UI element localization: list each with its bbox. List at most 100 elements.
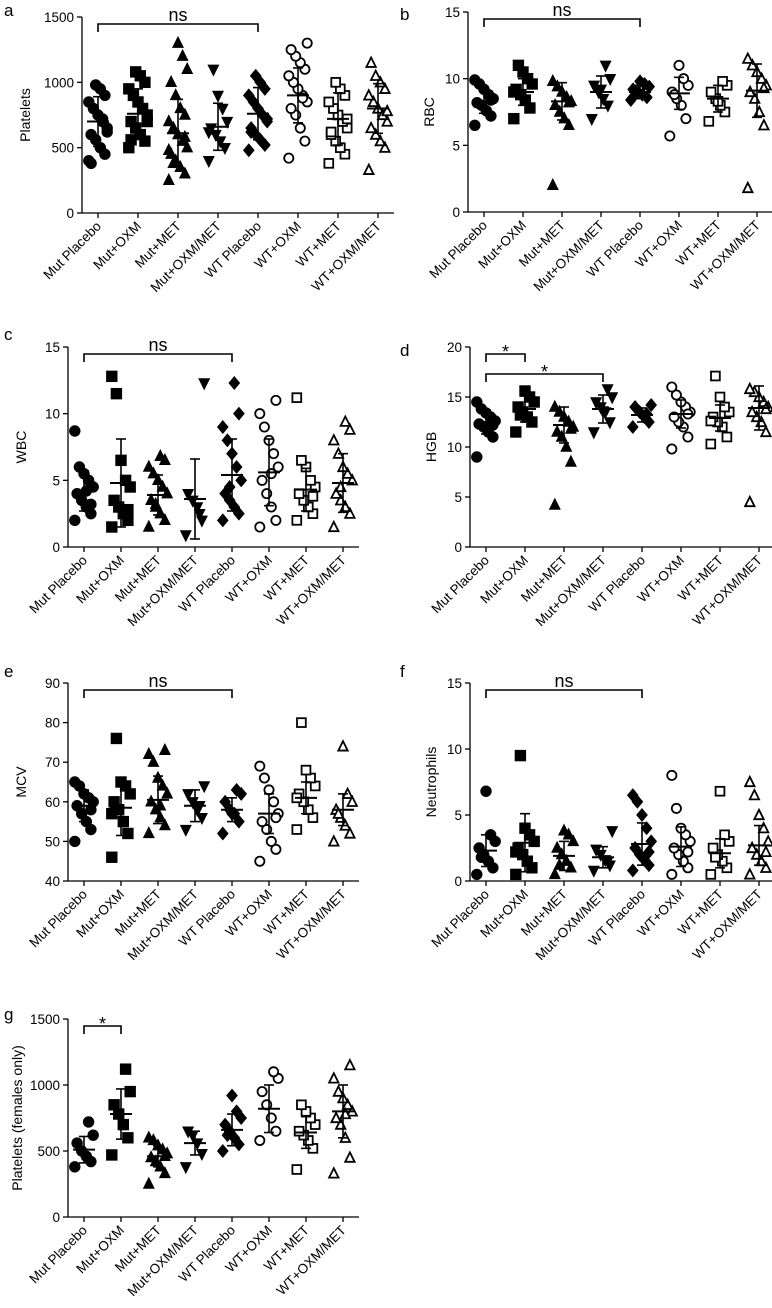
error-bar [746, 63, 768, 119]
error-bar [247, 86, 269, 141]
data-point [741, 180, 754, 194]
x-category-label: WT+OXM/MET [690, 553, 766, 629]
error-bar [87, 95, 109, 148]
data-point [300, 764, 312, 776]
panel-letter: a [4, 1, 14, 20]
data-point [87, 1129, 99, 1141]
data-point [242, 88, 255, 103]
series-wt-placebo [626, 398, 658, 434]
data-point [265, 835, 277, 847]
error-bar [184, 458, 206, 540]
data-point [106, 521, 118, 533]
data-point [587, 427, 600, 440]
data-point [122, 1132, 134, 1144]
data-point [156, 479, 169, 492]
error-bar [367, 82, 389, 135]
series-mut-met [142, 743, 174, 839]
data-point [221, 116, 234, 129]
data-point [640, 821, 653, 836]
data-point [249, 68, 262, 83]
error-bar [327, 91, 349, 146]
data-point [666, 868, 678, 880]
data-point [341, 1097, 354, 1110]
data-point [268, 448, 280, 460]
data-point [748, 787, 761, 801]
y-tick-label: 15 [447, 676, 462, 691]
y-tick-label: 500 [51, 141, 74, 156]
y-tick-label: 10 [447, 440, 462, 455]
error-bar [73, 470, 95, 512]
y-tick-label: 60 [45, 795, 60, 810]
error-bar [332, 452, 354, 514]
data-point [668, 89, 680, 101]
y-tick-label: 15 [447, 390, 462, 405]
x-category-label: Mut+OXM/MET [530, 218, 607, 295]
data-point [323, 158, 335, 169]
data-point [90, 79, 102, 91]
series-mut-placebo [471, 785, 501, 881]
y-tick-label: 0 [52, 1210, 60, 1225]
data-point [755, 71, 768, 84]
y-tick-label: 1000 [44, 75, 74, 90]
data-point [510, 846, 522, 858]
data-point [510, 426, 522, 438]
data-point [346, 794, 359, 807]
data-point [85, 804, 97, 816]
data-point [221, 433, 234, 448]
x-category-label: WT+OXM/MET [309, 219, 385, 295]
data-point [216, 826, 229, 841]
series-wt-placebo [624, 74, 656, 107]
error-bar [551, 81, 573, 121]
data-point [261, 488, 273, 500]
data-point [69, 776, 81, 788]
data-point [678, 73, 690, 85]
significance-label: * [99, 1014, 106, 1034]
error-bar [295, 1115, 317, 1150]
error-bar [475, 833, 497, 868]
data-point [343, 1150, 357, 1163]
data-point [362, 88, 375, 101]
data-point [106, 807, 118, 820]
data-point [680, 113, 692, 125]
error-bar [287, 67, 309, 124]
data-point [378, 81, 392, 94]
data-point [117, 815, 129, 828]
data-point [283, 70, 295, 82]
y-tick-label: 15 [445, 5, 460, 20]
y-axis-title: HGB [423, 432, 439, 462]
data-point [480, 785, 492, 797]
series-wt-oxm [666, 769, 696, 880]
data-point [285, 102, 297, 114]
data-point [717, 76, 728, 87]
data-point [216, 420, 229, 434]
data-point [142, 519, 155, 532]
data-point [327, 519, 340, 533]
data-point [336, 739, 350, 752]
data-point [746, 58, 759, 71]
x-category-label: Mut+OXM/MET [532, 887, 609, 964]
data-point [230, 782, 243, 797]
error-bar [514, 812, 536, 873]
data-point [645, 398, 658, 412]
data-point [142, 746, 155, 759]
error-bar [709, 837, 731, 869]
data-point [645, 834, 658, 849]
data-point [69, 514, 81, 527]
significance-bracket: ns [485, 671, 643, 698]
data-point [162, 142, 175, 155]
series-mut-placebo [469, 74, 499, 132]
data-point [254, 521, 266, 533]
data-point [108, 494, 120, 507]
data-point [362, 162, 375, 175]
data-point [705, 438, 717, 450]
data-point [590, 844, 603, 857]
data-point [230, 460, 243, 474]
error-bar [709, 404, 731, 432]
data-point [83, 96, 95, 108]
data-point [299, 135, 311, 147]
data-point [757, 820, 770, 834]
data-point [549, 98, 562, 111]
data-point [670, 802, 682, 814]
data-point [179, 530, 192, 543]
